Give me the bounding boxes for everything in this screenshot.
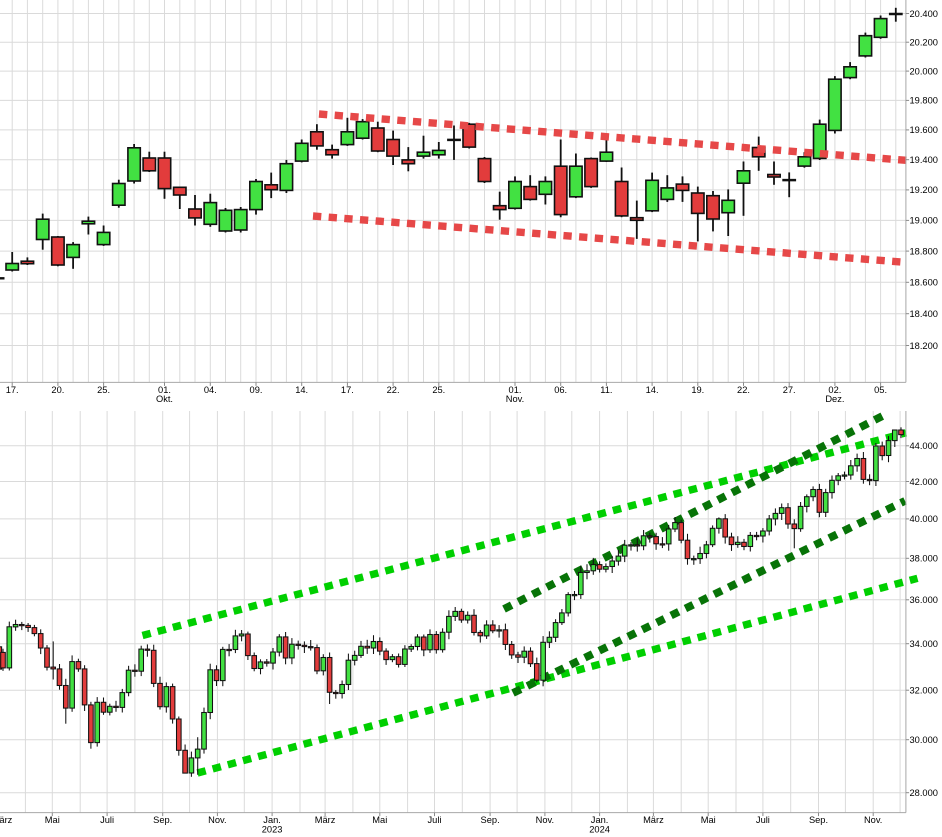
svg-text:Mai: Mai	[45, 815, 60, 825]
svg-text:Nov.: Nov.	[864, 815, 882, 825]
svg-text:Sep.: Sep.	[809, 815, 828, 825]
svg-text:19.800: 19.800	[910, 96, 938, 106]
svg-text:20.000: 20.000	[910, 66, 938, 76]
svg-text:Dez.: Dez.	[825, 394, 844, 404]
svg-text:19.: 19.	[691, 385, 704, 395]
svg-text:Nov.: Nov.	[208, 815, 226, 825]
svg-text:17.: 17.	[341, 385, 354, 395]
svg-text:Mai: Mai	[701, 815, 716, 825]
svg-text:34.000: 34.000	[910, 639, 938, 649]
svg-text:25.: 25.	[97, 385, 110, 395]
svg-text:Okt.: Okt.	[156, 394, 173, 404]
svg-text:März: März	[315, 815, 336, 825]
svg-text:20.: 20.	[51, 385, 64, 395]
svg-text:32.000: 32.000	[910, 686, 938, 696]
svg-text:02.: 02.	[828, 385, 841, 395]
svg-text:Juli: Juli	[756, 815, 770, 825]
svg-text:Jan.: Jan.	[263, 815, 281, 825]
svg-text:20.200: 20.200	[910, 38, 938, 48]
svg-text:42.000: 42.000	[910, 477, 938, 487]
svg-text:05.: 05.	[874, 385, 887, 395]
svg-text:19.600: 19.600	[910, 125, 938, 135]
svg-text:28.000: 28.000	[910, 788, 938, 798]
svg-text:27.: 27.	[783, 385, 796, 395]
svg-text:2024: 2024	[589, 824, 610, 834]
svg-text:18.600: 18.600	[910, 278, 938, 288]
svg-text:März: März	[0, 815, 13, 825]
svg-text:40.000: 40.000	[910, 514, 938, 524]
svg-text:Nov.: Nov.	[506, 394, 524, 404]
svg-text:44.000: 44.000	[910, 441, 938, 451]
svg-text:01.: 01.	[158, 385, 171, 395]
svg-text:22.: 22.	[737, 385, 750, 395]
svg-text:20.400: 20.400	[910, 9, 938, 19]
svg-text:04.: 04.	[204, 385, 217, 395]
svg-text:Juli: Juli	[100, 815, 114, 825]
svg-text:2023: 2023	[262, 824, 283, 834]
svg-text:März: März	[643, 815, 664, 825]
svg-text:06.: 06.	[554, 385, 567, 395]
svg-text:18.800: 18.800	[910, 246, 938, 256]
svg-text:36.000: 36.000	[910, 595, 938, 605]
svg-text:14.: 14.	[646, 385, 659, 395]
svg-text:22.: 22.	[387, 385, 400, 395]
svg-text:19.000: 19.000	[910, 216, 938, 226]
svg-text:19.400: 19.400	[910, 155, 938, 165]
svg-text:Sep.: Sep.	[481, 815, 500, 825]
svg-text:14.: 14.	[295, 385, 308, 395]
svg-text:18.400: 18.400	[910, 309, 938, 319]
svg-text:17.: 17.	[6, 385, 19, 395]
svg-text:09.: 09.	[250, 385, 263, 395]
svg-text:30.000: 30.000	[910, 735, 938, 745]
svg-text:38.000: 38.000	[910, 554, 938, 564]
svg-text:Mai: Mai	[372, 815, 387, 825]
svg-text:Sep.: Sep.	[153, 815, 172, 825]
svg-text:19.200: 19.200	[910, 185, 938, 195]
svg-text:Nov.: Nov.	[536, 815, 554, 825]
svg-text:11.: 11.	[600, 385, 612, 395]
svg-text:Juli: Juli	[428, 815, 442, 825]
svg-text:25.: 25.	[432, 385, 445, 395]
svg-text:18.200: 18.200	[910, 341, 938, 351]
svg-text:01.: 01.	[509, 385, 522, 395]
svg-text:Jan.: Jan.	[591, 815, 609, 825]
